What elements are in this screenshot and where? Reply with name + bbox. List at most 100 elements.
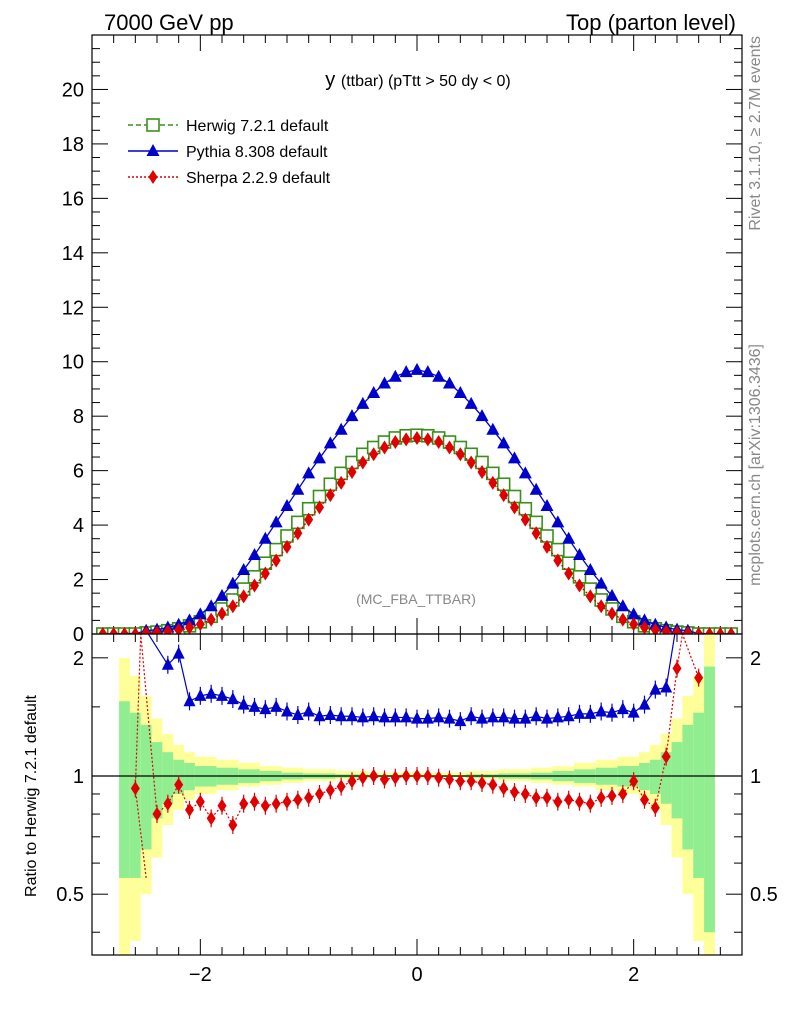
point-pythia	[443, 376, 456, 389]
ratio-point-sherpa	[369, 769, 379, 784]
ratio-point-sherpa	[423, 769, 433, 784]
legend-marker-sherpa	[148, 170, 158, 184]
ratio-point-pythia	[649, 682, 662, 695]
main-ytick-label: 16	[62, 188, 84, 210]
ratio-point-pythia	[205, 686, 218, 699]
ratio-point-pythia	[541, 711, 553, 724]
main-plot-area	[96, 362, 738, 634]
ratio-point-sherpa	[260, 798, 270, 813]
ratio-line-sherpa	[134, 634, 700, 879]
point-pythia	[367, 386, 381, 399]
ratio-xtick-label: −2	[189, 964, 212, 986]
ratio-point-pythia	[421, 711, 434, 724]
mcplots-label: mcplots.cern.ch [arXiv:1306.3436]	[747, 344, 764, 586]
header-right: Top (parton level)	[566, 10, 736, 35]
ratio-ylabel: Ratio to Herwig 7.2.1 default	[23, 695, 40, 897]
point-pythia	[594, 576, 608, 589]
point-pythia	[313, 451, 326, 464]
point-sherpa	[477, 464, 487, 479]
ratio-point-pythia	[335, 709, 348, 722]
ratio-series-sherpa	[130, 634, 704, 879]
point-pythia	[432, 369, 446, 382]
ratio-point-sherpa	[293, 792, 303, 807]
legend-marker-pythia	[146, 144, 160, 156]
legend-label-sherpa: Sherpa 2.2.9 default	[186, 170, 331, 187]
point-pythia	[551, 515, 565, 528]
point-sherpa	[466, 455, 476, 470]
ratio-point-sherpa	[185, 802, 194, 817]
point-sherpa-edge	[715, 627, 725, 634]
ratio-point-pythia	[389, 710, 402, 723]
ratio-point-sherpa	[553, 794, 563, 809]
point-sherpa	[423, 432, 433, 447]
point-sherpa	[445, 440, 454, 455]
point-pythia	[562, 531, 576, 544]
ratio-point-pythia	[519, 711, 532, 724]
ratio-point-pythia	[302, 704, 315, 717]
point-sherpa	[239, 589, 249, 604]
ratio-point-sherpa	[650, 800, 660, 815]
ratio-line-pythia	[147, 634, 676, 722]
ratio-point-pythia	[248, 699, 261, 712]
point-sherpa	[390, 435, 400, 450]
point-sherpa	[347, 464, 357, 479]
ratio-ytick-label-left: 2	[73, 648, 84, 670]
ratio-ytick-label-right: 0.5	[750, 884, 778, 906]
band-inner	[151, 742, 163, 819]
point-pythia	[378, 376, 391, 389]
point-sherpa	[607, 606, 617, 621]
point-sherpa	[206, 612, 216, 627]
ratio-point-pythia	[270, 699, 283, 712]
ratio-point-pythia	[616, 702, 629, 715]
ratio-point-sherpa	[477, 775, 487, 790]
band-inner	[682, 724, 694, 850]
plot-title-sub: (ttbar) (pTtt > 50 dy < 0)	[341, 73, 511, 90]
point-pythia	[638, 613, 651, 626]
band-inner	[660, 752, 672, 804]
point-sherpa-edge	[109, 627, 119, 634]
point-sherpa	[152, 625, 162, 634]
ratio-point-sherpa	[239, 796, 249, 811]
point-sherpa	[640, 620, 649, 634]
ratio-point-pythia	[562, 709, 575, 722]
point-sherpa	[260, 566, 270, 581]
plot-title-main: y	[325, 69, 335, 91]
ratio-point-sherpa	[282, 794, 292, 809]
point-sherpa	[683, 626, 693, 634]
point-pythia	[237, 563, 251, 576]
ratio-point-sherpa	[466, 774, 476, 789]
ratio-point-sherpa	[347, 774, 357, 789]
ratio-point-pythia	[606, 705, 618, 718]
series-pythia	[99, 362, 735, 634]
point-sherpa	[520, 512, 530, 527]
point-sherpa	[596, 599, 606, 614]
point-sherpa-edge	[120, 627, 129, 634]
ratio-point-sherpa	[130, 781, 140, 796]
ratio-xtick-label: 0	[411, 964, 422, 986]
ratio-point-pythia	[476, 711, 488, 724]
ratio-point-pythia	[400, 710, 413, 723]
ratio-point-sherpa	[304, 790, 314, 805]
point-pythia	[518, 466, 532, 479]
ratio-point-pythia	[443, 711, 456, 724]
point-sherpa-edge	[130, 627, 140, 634]
point-sherpa	[401, 432, 411, 447]
ratio-point-sherpa	[510, 785, 519, 800]
ratio-point-pythia	[226, 692, 239, 705]
ratio-xtick-label: 2	[628, 964, 639, 986]
ratio-point-pythia	[161, 657, 174, 670]
plot-title: y (ttbar) (pTtt > 50 dy < 0)	[325, 69, 510, 91]
ratio-point-sherpa	[271, 796, 281, 811]
ratio-point-sherpa	[152, 807, 162, 822]
point-pythia	[410, 362, 424, 375]
point-sherpa	[174, 622, 184, 634]
ratio-point-pythia	[551, 710, 564, 723]
ratio-point-sherpa	[640, 792, 649, 807]
ratio-point-pythia	[356, 710, 369, 723]
main-panel: 0 2 4 6 8 10 12 14 16 18 20	[62, 34, 743, 646]
legend-label-pythia: Pythia 8.308 default	[186, 144, 328, 161]
point-pythia	[583, 563, 597, 576]
point-pythia	[421, 365, 435, 378]
ratio-point-sherpa	[520, 786, 530, 801]
